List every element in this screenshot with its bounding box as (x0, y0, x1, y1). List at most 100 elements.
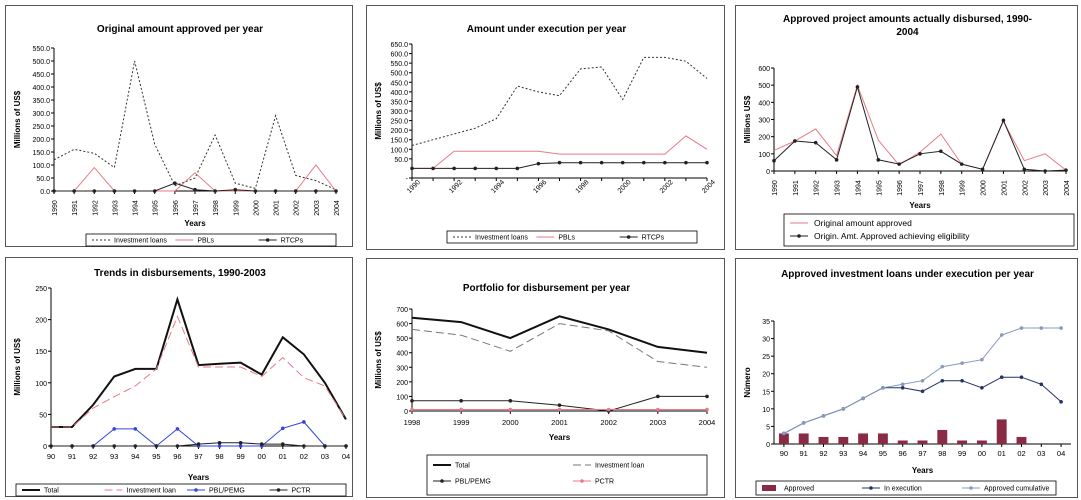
x-tick-label: 2000 (253, 200, 260, 216)
data-point (196, 442, 201, 446)
y-axis-label: Millions of US$ (13, 338, 22, 396)
y-tick-label: 100.0 (32, 163, 50, 170)
y-tick-label: 0 (766, 169, 770, 176)
y-tick-label: 400.0 (390, 90, 408, 97)
data-point (599, 160, 604, 165)
x-tick-label: 00 (978, 449, 986, 458)
series-line-investment-loans (411, 56, 708, 146)
y-tick-label: - (406, 176, 409, 183)
y-tick-label: 100 (35, 381, 47, 388)
data-point (459, 399, 463, 403)
x-tick-label: 01 (998, 449, 1006, 458)
data-point (897, 162, 901, 166)
data-point (112, 444, 117, 448)
chart-title: 2004 (896, 27, 919, 38)
y-tick-label: 600.0 (390, 52, 408, 59)
x-tick-label: 97 (918, 449, 926, 458)
data-point (238, 444, 243, 448)
x-tick-label: 1990 (406, 179, 422, 195)
data-point (410, 407, 414, 412)
y-tick-label: 50.0 (394, 157, 408, 164)
data-point (431, 166, 435, 171)
chart-title: Trends in disbursements, 1990-2003 (94, 268, 266, 279)
legend-box (446, 230, 698, 244)
legend-label: Total (455, 463, 470, 470)
data-point (939, 149, 943, 154)
y-tick-label: 150.0 (32, 150, 50, 157)
y-tick-label: 20 (762, 372, 770, 379)
y-tick-label: 350.0 (390, 99, 408, 106)
data-point (918, 152, 922, 156)
x-tick-label: 90 (780, 449, 788, 458)
data-point (900, 382, 905, 387)
y-tick-label: 50.0 (36, 176, 50, 183)
x-tick-label: 2001 (551, 418, 568, 427)
data-point (557, 160, 562, 165)
series-line-pbls (412, 135, 708, 169)
data-point (452, 166, 456, 171)
y-tick-label: 550.0 (390, 61, 408, 68)
x-tick-label: 99 (958, 449, 966, 458)
x-tick-label: 1994 (490, 179, 506, 195)
y-tick-label: 0 (766, 442, 770, 449)
legend-label: RTCPs (281, 238, 304, 245)
data-point (813, 140, 818, 145)
y-tick-label: 300.0 (390, 109, 408, 116)
bar-approved (937, 429, 948, 444)
legend-swatch-marker (626, 235, 631, 239)
data-point (515, 166, 520, 171)
data-point (959, 162, 964, 166)
x-tick-label: 1991 (793, 180, 800, 196)
x-tick-label: 1996 (897, 180, 904, 196)
y-tick-label: 600 (758, 66, 770, 73)
data-point (253, 189, 258, 193)
x-tick-label: 94 (131, 452, 139, 461)
data-point (175, 427, 180, 431)
data-point (1019, 326, 1024, 330)
bar-approved (838, 436, 849, 444)
y-tick-label: 300 (758, 118, 770, 125)
data-point (656, 407, 660, 412)
x-tick-label: 1999 (453, 418, 470, 427)
x-tick-label: 1993 (835, 180, 842, 196)
data-point (49, 444, 53, 448)
x-tick-label: 2003 (314, 200, 321, 216)
data-point (980, 385, 984, 390)
x-tick-label: 1992 (814, 180, 821, 196)
series-line-total (411, 315, 708, 354)
x-tick-label: 2003 (1043, 180, 1050, 196)
x-tick-label: 1992 (92, 200, 99, 216)
x-tick-label: 1998 (404, 418, 421, 427)
data-point (1064, 168, 1068, 172)
x-tick-label: 1990 (52, 200, 59, 216)
y-tick-label: 300.0 (32, 111, 50, 118)
data-point (508, 399, 513, 403)
x-tick-label: 2004 (699, 418, 716, 427)
x-tick-label: 1996 (532, 179, 548, 195)
chart-title: Approved project amounts actually disbur… (783, 14, 1032, 25)
data-point (132, 189, 137, 193)
data-point (1039, 382, 1044, 387)
data-point (1001, 118, 1006, 123)
x-tick-label: 97 (194, 452, 202, 461)
data-point (606, 407, 611, 412)
y-tick-label: 600 (396, 322, 408, 329)
x-tick-label: 98 (215, 452, 223, 461)
data-point (233, 187, 238, 192)
y-tick-label: 0 (404, 409, 408, 416)
x-tick-label: 93 (839, 449, 847, 458)
x-tick-label: 2004 (701, 179, 717, 195)
x-tick-label: 96 (173, 452, 181, 461)
data-point (70, 444, 74, 448)
x-tick-label: 93 (110, 452, 118, 461)
x-tick-label: 94 (859, 449, 867, 458)
data-point (999, 333, 1004, 337)
bar-approved (858, 433, 869, 444)
bar-approved (877, 433, 888, 444)
data-point (112, 189, 117, 193)
data-point (302, 444, 306, 448)
legend-swatch-marker (580, 479, 584, 483)
y-tick-label: 10 (762, 407, 770, 414)
y-axis-label: Millions US$ (743, 95, 752, 143)
data-point (72, 189, 76, 193)
